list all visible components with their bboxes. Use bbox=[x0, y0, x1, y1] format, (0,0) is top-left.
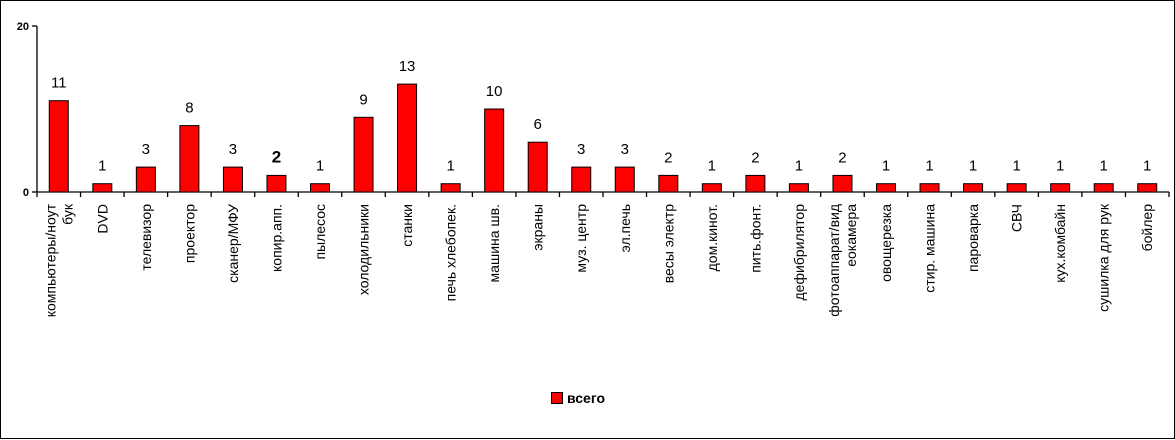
data-label: 1 bbox=[969, 158, 977, 175]
category-label: СВЧ bbox=[1009, 204, 1025, 232]
bar bbox=[266, 174, 287, 193]
data-label: 1 bbox=[882, 158, 890, 175]
data-label: 1 bbox=[446, 158, 454, 175]
category-label: пылесос bbox=[312, 204, 328, 260]
bar bbox=[1137, 183, 1158, 193]
bar bbox=[658, 174, 679, 193]
category-label: муз. центр bbox=[573, 204, 589, 273]
data-label: 2 bbox=[272, 147, 281, 166]
data-label: 11 bbox=[51, 75, 67, 92]
data-label: 3 bbox=[577, 141, 585, 158]
bar bbox=[963, 183, 984, 193]
category-label: пароварка bbox=[965, 204, 981, 272]
legend: всего bbox=[551, 390, 605, 406]
data-label: 1 bbox=[795, 158, 803, 175]
bar bbox=[179, 125, 200, 193]
bar bbox=[135, 166, 156, 193]
category-label: фотоаппарат/вид bbox=[826, 204, 842, 317]
category-label: экраны bbox=[530, 204, 546, 251]
category-label: телевизор bbox=[138, 204, 154, 271]
bar bbox=[397, 83, 418, 193]
category-label: стир. машина bbox=[922, 204, 938, 293]
bar bbox=[222, 166, 243, 193]
category-label: станки bbox=[399, 204, 415, 247]
data-label: 2 bbox=[838, 149, 846, 166]
data-label: 9 bbox=[359, 91, 367, 108]
bar bbox=[919, 183, 940, 193]
data-label: 1 bbox=[1056, 158, 1064, 175]
data-label: 1 bbox=[316, 158, 324, 175]
bar bbox=[527, 141, 548, 193]
category-label: кух.комбайн bbox=[1052, 204, 1068, 283]
category-label: овощерезка bbox=[878, 204, 894, 282]
category-label: машина шв. bbox=[486, 204, 502, 282]
data-label: 2 bbox=[751, 149, 759, 166]
bar bbox=[832, 174, 853, 193]
bar bbox=[484, 108, 505, 193]
bar bbox=[701, 183, 722, 193]
data-label: 3 bbox=[229, 141, 237, 158]
data-label: 1 bbox=[98, 158, 106, 175]
category-label: дом.кинот. bbox=[704, 204, 720, 271]
data-label: 1 bbox=[1012, 158, 1020, 175]
y-tick-label: 0 bbox=[23, 187, 29, 199]
category-label: печь хлебопек. bbox=[443, 204, 459, 301]
data-label: 8 bbox=[185, 100, 193, 117]
y-tick-label: 20 bbox=[17, 21, 29, 33]
bar bbox=[1050, 183, 1071, 193]
data-label: 10 bbox=[486, 83, 503, 100]
data-label: 3 bbox=[621, 141, 629, 158]
data-label: 2 bbox=[664, 149, 672, 166]
category-label: весы электр bbox=[660, 204, 676, 284]
category-label: сушилка для рук bbox=[1096, 203, 1112, 312]
data-label: 1 bbox=[1143, 158, 1151, 175]
category-labels: компьютеры/ноут бук DVD телевизор проектор ск… bbox=[42, 203, 1155, 317]
category-label: холодильники bbox=[356, 204, 372, 295]
category-label: пить.фонт. bbox=[747, 204, 763, 273]
bar bbox=[1006, 183, 1027, 193]
data-label: 13 bbox=[399, 58, 416, 75]
bar bbox=[1093, 183, 1114, 193]
category-label: сканер/МФУ bbox=[225, 204, 241, 283]
bar bbox=[614, 166, 635, 193]
bar bbox=[745, 174, 766, 193]
data-label: 3 bbox=[142, 141, 150, 158]
bar bbox=[92, 183, 113, 193]
data-label: 1 bbox=[925, 158, 933, 175]
bar bbox=[876, 183, 896, 193]
category-label: компьютеры/ноут bbox=[42, 203, 58, 317]
data-label: 6 bbox=[534, 116, 542, 133]
bar bbox=[788, 183, 809, 193]
category-label: бук bbox=[59, 203, 75, 225]
category-label: бойлер bbox=[1139, 204, 1155, 252]
category-label: копир.апп. bbox=[268, 204, 284, 272]
bar bbox=[353, 116, 374, 193]
bar bbox=[310, 183, 330, 193]
legend-label: всего bbox=[567, 390, 606, 406]
bar bbox=[571, 166, 592, 193]
data-label: 1 bbox=[708, 158, 716, 175]
category-label: еокамера bbox=[843, 204, 859, 267]
bar bbox=[48, 100, 69, 193]
bars bbox=[48, 83, 1158, 193]
data-label: 1 bbox=[1100, 158, 1108, 175]
bar bbox=[440, 183, 461, 193]
category-label: эл.печь bbox=[617, 204, 633, 252]
category-label: проектор bbox=[181, 204, 197, 263]
legend-swatch bbox=[551, 392, 563, 404]
category-label: дефибрилятор bbox=[791, 204, 807, 301]
category-label: DVD bbox=[94, 204, 110, 234]
